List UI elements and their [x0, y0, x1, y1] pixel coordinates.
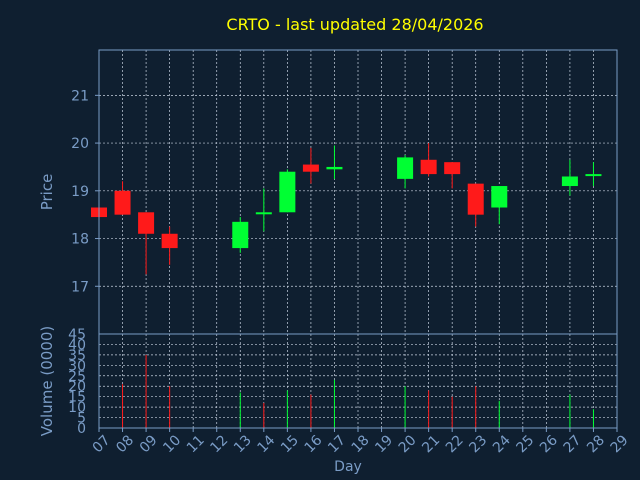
volume-tick-label: 10 — [68, 400, 86, 416]
volume-tick-label: 5 — [77, 411, 86, 427]
candle-body — [585, 174, 602, 177]
chart-title: CRTO - last updated 28/04/2026 — [226, 15, 483, 34]
candle-body — [397, 157, 414, 179]
candle-body — [161, 233, 178, 249]
volume-tick-label: 35 — [68, 348, 86, 364]
candle-body — [114, 190, 131, 215]
volume-bars — [122, 354, 594, 428]
candle-body — [420, 159, 437, 175]
price-tick-label: 18 — [71, 232, 89, 248]
volume-tick-label: 25 — [68, 369, 86, 385]
price-tick-label: 19 — [71, 184, 89, 200]
candle-body — [444, 162, 461, 175]
candle-body — [561, 176, 578, 187]
volume-tick-label: 40 — [68, 337, 86, 353]
candle-body — [255, 212, 272, 215]
volume-tick-label: 30 — [68, 358, 86, 374]
price-tick-label: 21 — [71, 88, 89, 104]
candle-body — [279, 171, 296, 213]
candle-body — [467, 183, 484, 215]
x-ticks: 07 08 09 10 11 12 13 14 15 16 17 18 19 20 21 22 23 24 25 26… — [90, 428, 632, 456]
volume-tick-label: 45 — [68, 327, 86, 343]
volume-axis-label: Volume (0000) — [38, 326, 56, 436]
volume-tick-label: 15 — [68, 390, 86, 406]
price-y-ticks: 17 18 19 20 21 — [71, 88, 99, 295]
price-tick-label: 17 — [71, 279, 89, 295]
candle-body — [232, 221, 249, 249]
price-tick-label: 20 — [71, 136, 89, 152]
candle-body — [491, 186, 508, 208]
candle-body — [326, 166, 343, 170]
candle-body — [138, 212, 155, 234]
price-axis-label: Price — [38, 174, 56, 211]
candle-body — [302, 164, 319, 172]
volume-tick-label: 20 — [68, 379, 86, 395]
x-axis-label: Day — [334, 459, 362, 475]
volume-tick-label: 0 — [77, 421, 86, 437]
